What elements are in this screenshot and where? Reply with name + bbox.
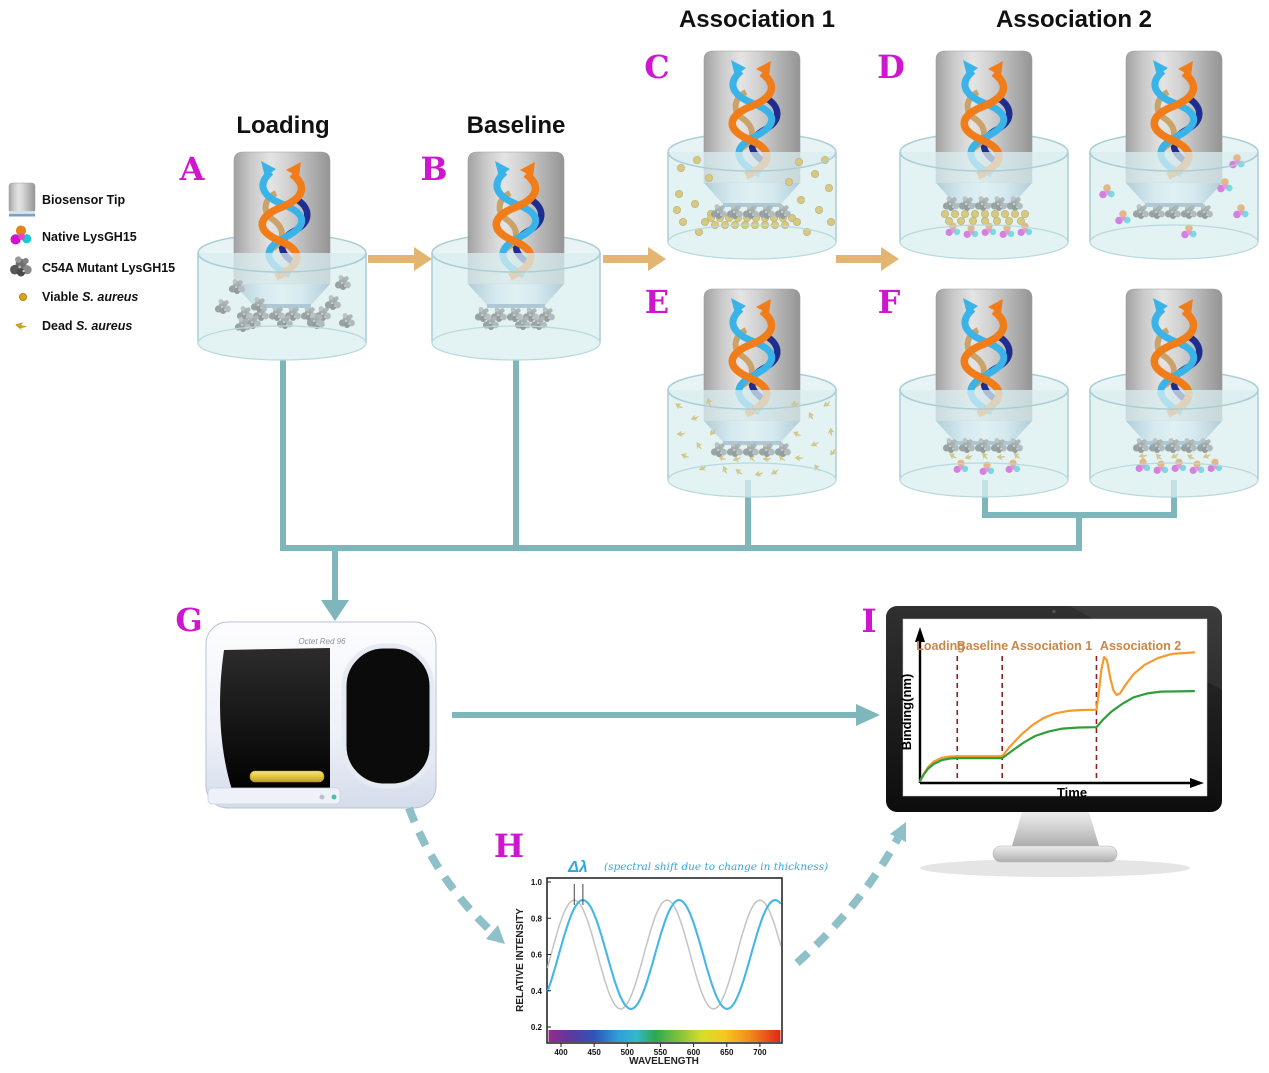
instrument-power-led [331,794,337,800]
panel-letter-c: C [644,48,669,86]
connector-lines [280,360,1177,602]
result-arrows [405,704,906,966]
panel-a-loading-well [197,152,367,361]
arrow-baseline-to-association1 [603,247,666,271]
panel-letter-e: E [645,283,669,321]
monitor-base [992,845,1118,863]
svg-text:Association 1: Association 1 [1011,639,1092,653]
legend: Biosensor Tip Native LysGH15 C54A Mutant… [8,182,175,333]
spectrum-y-axis-label: RELATIVE INTENSITY [515,908,526,1012]
panel-letter-f: F [878,283,901,321]
legend-item-viable-s-aureus: Viable S. aureus [18,290,138,304]
panel-letter-b: B [420,150,447,188]
legend-item-mutant-lysgh15: C54A Mutant LysGH15 [10,256,175,277]
sensorgram-y-axis-label: Binding(nm) [899,674,914,751]
svg-text:550: 550 [654,1048,668,1057]
monitor-screen [902,618,1208,797]
svg-text:1.0: 1.0 [531,878,543,887]
assay-panels [197,51,1259,498]
panel-f-association2-well-2 [1089,289,1259,498]
panel-c-association1-viable-well [667,51,837,260]
svg-text:Loading: Loading [916,639,965,653]
title-association-2: Association 2 [996,6,1152,33]
panel-letter-a: A [179,150,206,188]
instrument-handle [249,770,325,783]
wavelength-colorbar [548,1030,781,1042]
legend-label-native: Native LysGH15 [42,230,137,244]
svg-text:0.8: 0.8 [531,914,543,923]
panel-letter-g: G [175,601,202,639]
svg-text:700: 700 [753,1048,767,1057]
legend-label-dead: Dead S. aureus [42,319,132,333]
native-lysgh15-icon [10,225,32,245]
svg-text:600: 600 [687,1048,701,1057]
svg-text:Association 2: Association 2 [1100,639,1181,653]
arrow-spectrum-to-monitor-dashed [794,822,906,966]
connector-down-arrowhead [321,600,349,621]
panel-b-baseline-well [431,152,601,361]
panel-d-association2-well-1 [899,51,1069,260]
legend-label-mutant: C54A Mutant LysGH15 [42,261,175,275]
arrow-instrument-to-spectrum-dashed [405,806,505,944]
title-baseline: Baseline [467,112,566,139]
svg-text:0.2: 0.2 [531,1023,543,1032]
svg-text:400: 400 [554,1048,568,1057]
mutant-lysgh15-icon [10,256,32,277]
sensorgram-x-axis-label: Time [1057,785,1087,800]
panel-letter-i: I [862,602,877,640]
svg-text:500: 500 [621,1048,635,1057]
panel-letters: A B C D E F G H I [175,48,905,865]
stage-titles: Loading Baseline Association 1 Associati… [236,6,1152,139]
title-loading: Loading [236,112,329,139]
legend-item-dead-s-aureus: Dead S. aureus [15,319,132,333]
svg-text:0.6: 0.6 [531,951,543,960]
monitor-shadow [920,859,1190,877]
svg-text:Baseline: Baseline [957,639,1008,653]
monitor-stand [1012,812,1099,846]
svg-text:450: 450 [587,1048,601,1057]
spectrum-x-axis-label: WAVELENGTH [629,1056,699,1067]
biosensor-tip-icon [8,182,36,217]
viable-s-aureus-icon [18,292,28,302]
instrument-model-label: Octet Red 96 [298,637,346,646]
panel-letter-h: H [494,827,524,865]
panel-e-association1-dead-well [667,289,838,498]
dead-s-aureus-icon [15,322,27,331]
arrow-instrument-to-monitor [452,704,880,726]
legend-item-native-lysgh15: Native LysGH15 [10,225,137,245]
panel-f-association2-well-1 [899,289,1069,498]
panel-d-association2-well-2 [1089,51,1259,260]
spectrum-curves: 400 450 500 550 600 650 700 1.0 0.8 0.6 0.4 0.2 [531,878,782,1057]
svg-text:0.4: 0.4 [531,987,543,996]
instrument-side-window [341,643,435,789]
legend-label-biosensor-tip: Biosensor Tip [42,193,125,207]
spectral-shift-annotation: (spectral shift due to change in thickne… [604,861,828,873]
panel-letter-d: D [877,48,905,86]
legend-label-viable: Viable S. aureus [42,290,138,304]
octet-instrument: Octet Red 96 [205,621,437,809]
arrow-loading-to-baseline [368,247,432,271]
legend-item-biosensor-tip: Biosensor Tip [8,182,125,217]
title-association-1: Association 1 [679,6,835,33]
arrow-association1-to-association2 [836,247,899,271]
flow-arrows [368,247,899,271]
instrument-front-window [220,648,330,795]
delta-lambda-symbol: Δλ [567,859,588,876]
svg-text:650: 650 [720,1048,734,1057]
